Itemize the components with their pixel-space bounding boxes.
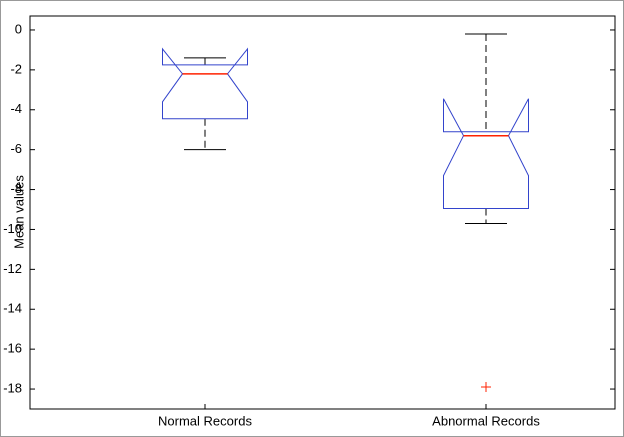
- y-axis-label: Mean values: [11, 175, 26, 249]
- outlier: [481, 382, 491, 393]
- y-tick-label: 0: [15, 21, 22, 36]
- y-tick-label: -10: [3, 221, 22, 236]
- y-tick-label: -4: [10, 101, 22, 116]
- x-tick-label: Normal Records: [158, 413, 252, 428]
- y-tick-label: -16: [3, 341, 22, 356]
- y-tick-label: -8: [10, 181, 22, 196]
- y-tick-label: -12: [3, 261, 22, 276]
- box: [443, 98, 529, 210]
- y-tick-label: -14: [3, 301, 22, 316]
- y-tick-label: -6: [10, 141, 22, 156]
- box: [162, 47, 248, 120]
- axes-box: [29, 15, 616, 410]
- y-tick-label: -18: [3, 380, 22, 395]
- x-tick-label: Abnormal Records: [432, 413, 540, 428]
- y-tick-label: -2: [10, 61, 22, 76]
